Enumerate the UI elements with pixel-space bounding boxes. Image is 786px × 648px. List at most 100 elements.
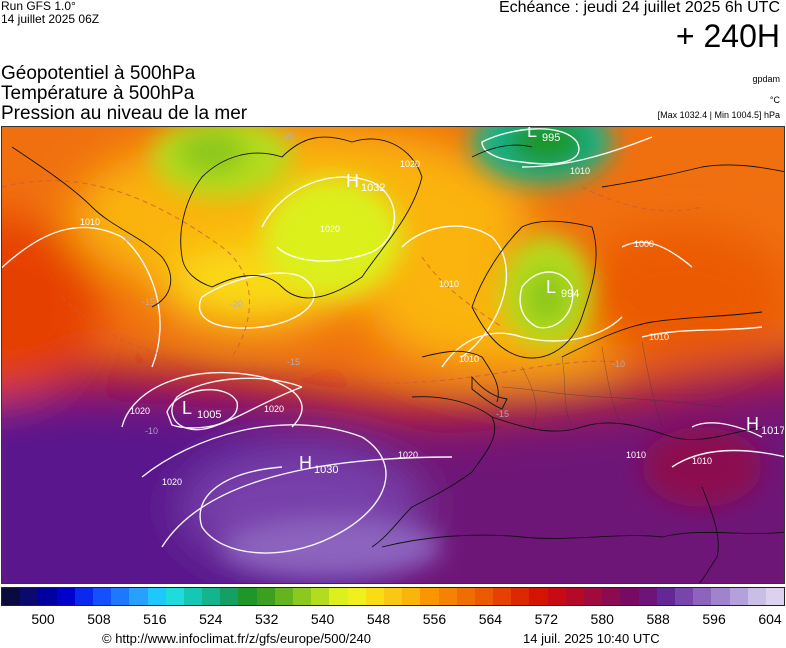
isobar-label: 1020 <box>320 224 340 234</box>
svg-text:H: H <box>346 171 359 191</box>
temperature-label: -10 <box>120 234 133 244</box>
color-scale-swatch <box>311 588 330 605</box>
isobar-label: 1010 <box>692 456 712 466</box>
layer-title-temperature: Température à 500hPa <box>1 83 195 104</box>
weather-map-canvas: L 995 H 1032 L 994 L 1005 H 1030 H 1017 1010 1… <box>2 127 784 583</box>
color-scale-tick-label: 540 <box>310 611 335 627</box>
isobar-label: 1020 <box>162 477 182 487</box>
color-scale-swatch <box>584 588 603 605</box>
weather-map: L 995 H 1032 L 994 L 1005 H 1030 H 1017 1010 1… <box>1 126 785 584</box>
color-scale-swatch <box>547 588 566 605</box>
country-borders <box>501 341 723 428</box>
color-scale-swatch <box>220 588 239 605</box>
color-scale-swatch <box>92 588 112 605</box>
geopotential-field-detail <box>152 127 762 577</box>
color-scale-tick-label: 564 <box>478 611 503 627</box>
color-scale-swatch <box>765 588 785 605</box>
color-scale-swatch <box>293 588 312 605</box>
color-scale-tick-label: 588 <box>646 611 670 627</box>
color-scale-swatch <box>693 588 712 605</box>
color-scale-swatch <box>420 588 439 605</box>
isotherms <box>2 180 703 384</box>
color-scale-swatch <box>729 588 748 605</box>
svg-text:1005: 1005 <box>197 409 221 421</box>
color-scale-swatch <box>56 588 75 605</box>
temperature-label: -20 <box>230 299 243 309</box>
temperature-label: -15 <box>287 357 300 367</box>
color-scale-swatch <box>202 588 221 605</box>
isobar-label: 1020 <box>130 406 150 416</box>
color-scale-swatch <box>711 588 730 605</box>
color-scale-swatch <box>565 588 584 605</box>
coastlines <box>11 136 784 583</box>
isobar-label: 1000 <box>634 239 654 249</box>
color-scale-swatch <box>456 588 475 605</box>
color-scale-tick-label: 500 <box>31 611 55 627</box>
color-scale-ticks: 500 508 516 524 532 540 548 556 564 572 580 588 596 6… <box>0 611 786 627</box>
svg-text:1032: 1032 <box>361 182 385 194</box>
color-scale-swatch <box>329 588 348 605</box>
color-scale-swatch <box>256 588 275 605</box>
color-scale-swatch <box>183 588 203 605</box>
color-scale-tick-label: 604 <box>758 611 782 627</box>
color-scale-swatch <box>347 588 366 605</box>
color-scale-swatch <box>165 588 184 605</box>
color-scale-tick-label: 532 <box>255 611 279 627</box>
color-scale-swatch <box>602 588 621 605</box>
color-scale-swatch <box>383 588 403 605</box>
color-scale-swatch <box>511 588 530 605</box>
color-scale-tick-label: 524 <box>199 611 223 627</box>
isobar-labels: 1010 1020 1020 1010 1010 1010 1000 1010 … <box>80 159 712 487</box>
low-pressure-center: L 994 <box>546 277 579 300</box>
color-scale-swatch <box>529 588 548 605</box>
svg-text:994: 994 <box>561 288 579 300</box>
color-scale-tick-label: 572 <box>534 611 558 627</box>
forecast-lead-time: + 240H <box>675 18 780 54</box>
svg-text:L: L <box>182 398 192 418</box>
color-scale-tick-label: 580 <box>590 611 614 627</box>
high-pressure-center: H 1030 <box>299 453 338 476</box>
temperature-label: -20 <box>282 131 295 141</box>
generation-timestamp: 14 juil. 2025 10:40 UTC <box>523 631 660 646</box>
isobar-label: 1010 <box>439 279 459 289</box>
isobar-label: 1010 <box>80 217 100 227</box>
isobar-label: 1010 <box>459 354 479 364</box>
color-scale-swatch <box>438 588 457 605</box>
svg-text:H: H <box>746 414 759 434</box>
color-scale-swatch <box>74 588 93 605</box>
isobar-label: 1010 <box>570 166 590 176</box>
color-scale-swatch <box>638 588 657 605</box>
color-scale-swatch <box>365 588 384 605</box>
color-scale-swatch <box>147 588 166 605</box>
color-scale-swatch <box>747 588 766 605</box>
color-scale-swatch <box>38 588 57 605</box>
layer-title-geopotential: Géopotentiel à 500hPa <box>1 63 196 84</box>
color-scale-swatch <box>129 588 148 605</box>
source-credit: © http://www.infoclimat.fr/z/gfs/europe/… <box>102 631 371 646</box>
color-scale-swatch <box>402 588 421 605</box>
color-scale-swatch <box>674 588 694 605</box>
color-scale-swatch <box>111 588 130 605</box>
color-scale-swatch <box>2 588 21 605</box>
pressure-range: [Max 1032.4 | Min 1004.5] hPa <box>657 110 780 120</box>
isobar-label: 1020 <box>400 159 420 169</box>
low-pressure-center: L 995 <box>527 127 560 144</box>
high-pressure-center: H 1032 <box>346 171 385 194</box>
svg-text:L: L <box>527 127 537 141</box>
svg-text:1030: 1030 <box>314 464 338 476</box>
svg-text:995: 995 <box>542 132 560 144</box>
unit-geopotential: gpdam <box>752 74 780 84</box>
color-scale-tick-label: 548 <box>366 611 391 627</box>
run-date: 14 juillet 2025 06Z <box>1 12 100 26</box>
isobar-label: 1010 <box>626 450 646 460</box>
temperature-label: -15 <box>142 297 155 307</box>
color-scale-tick-label: 516 <box>143 611 167 627</box>
temperature-label: -10 <box>612 359 625 369</box>
isobar-label: 1010 <box>649 332 669 342</box>
color-scale-swatch <box>20 588 39 605</box>
color-scale-tick-label: 596 <box>702 611 726 627</box>
color-scale-swatch <box>493 588 512 605</box>
temperature-labels: -20 -10 -20 -15 -15 -10 -15 -10 <box>120 131 625 436</box>
color-scale-swatch <box>620 588 639 605</box>
forecast-valid-time: Echéance : jeudi 24 juillet 2025 6h UTC <box>498 0 780 16</box>
